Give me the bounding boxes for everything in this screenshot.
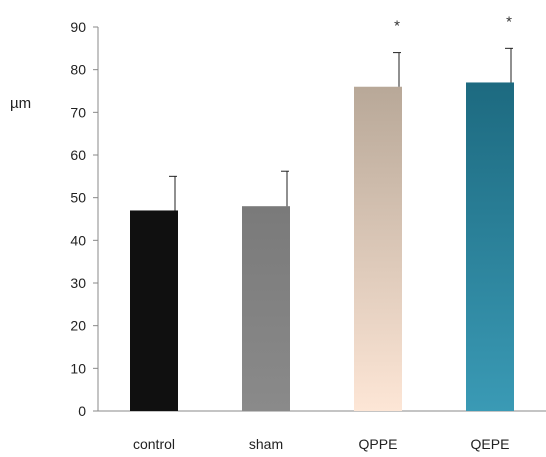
y-axis-label: µm bbox=[10, 95, 31, 112]
y-tick-label: 70 bbox=[70, 104, 86, 120]
x-category-label: QPPE bbox=[359, 436, 398, 452]
x-category-label: QEPE bbox=[471, 436, 510, 452]
y-tick-label: 60 bbox=[70, 147, 86, 163]
y-tick-label: 40 bbox=[70, 232, 86, 248]
y-tick-label: 30 bbox=[70, 275, 86, 291]
x-category-label: control bbox=[133, 436, 175, 452]
bars-group: * * bbox=[130, 13, 514, 411]
bar-sham bbox=[242, 206, 290, 411]
y-axis-ticks: 0 10 20 30 40 50 60 70 80 90 bbox=[70, 19, 98, 419]
bar-control bbox=[130, 210, 178, 411]
x-category-label: sham bbox=[249, 436, 283, 452]
y-tick-label: 0 bbox=[78, 403, 86, 419]
y-tick-label: 20 bbox=[70, 318, 86, 334]
significance-marker: * bbox=[394, 18, 400, 35]
bar-qppe bbox=[354, 86, 402, 411]
y-tick-label: 80 bbox=[70, 62, 86, 78]
x-axis-labels: control sham QPPE QEPE bbox=[133, 436, 509, 452]
y-tick-label: 90 bbox=[70, 19, 86, 35]
y-tick-label: 10 bbox=[70, 360, 86, 376]
y-tick-label: 50 bbox=[70, 190, 86, 206]
bar-qepe bbox=[466, 82, 514, 411]
significance-marker: * bbox=[506, 13, 512, 30]
